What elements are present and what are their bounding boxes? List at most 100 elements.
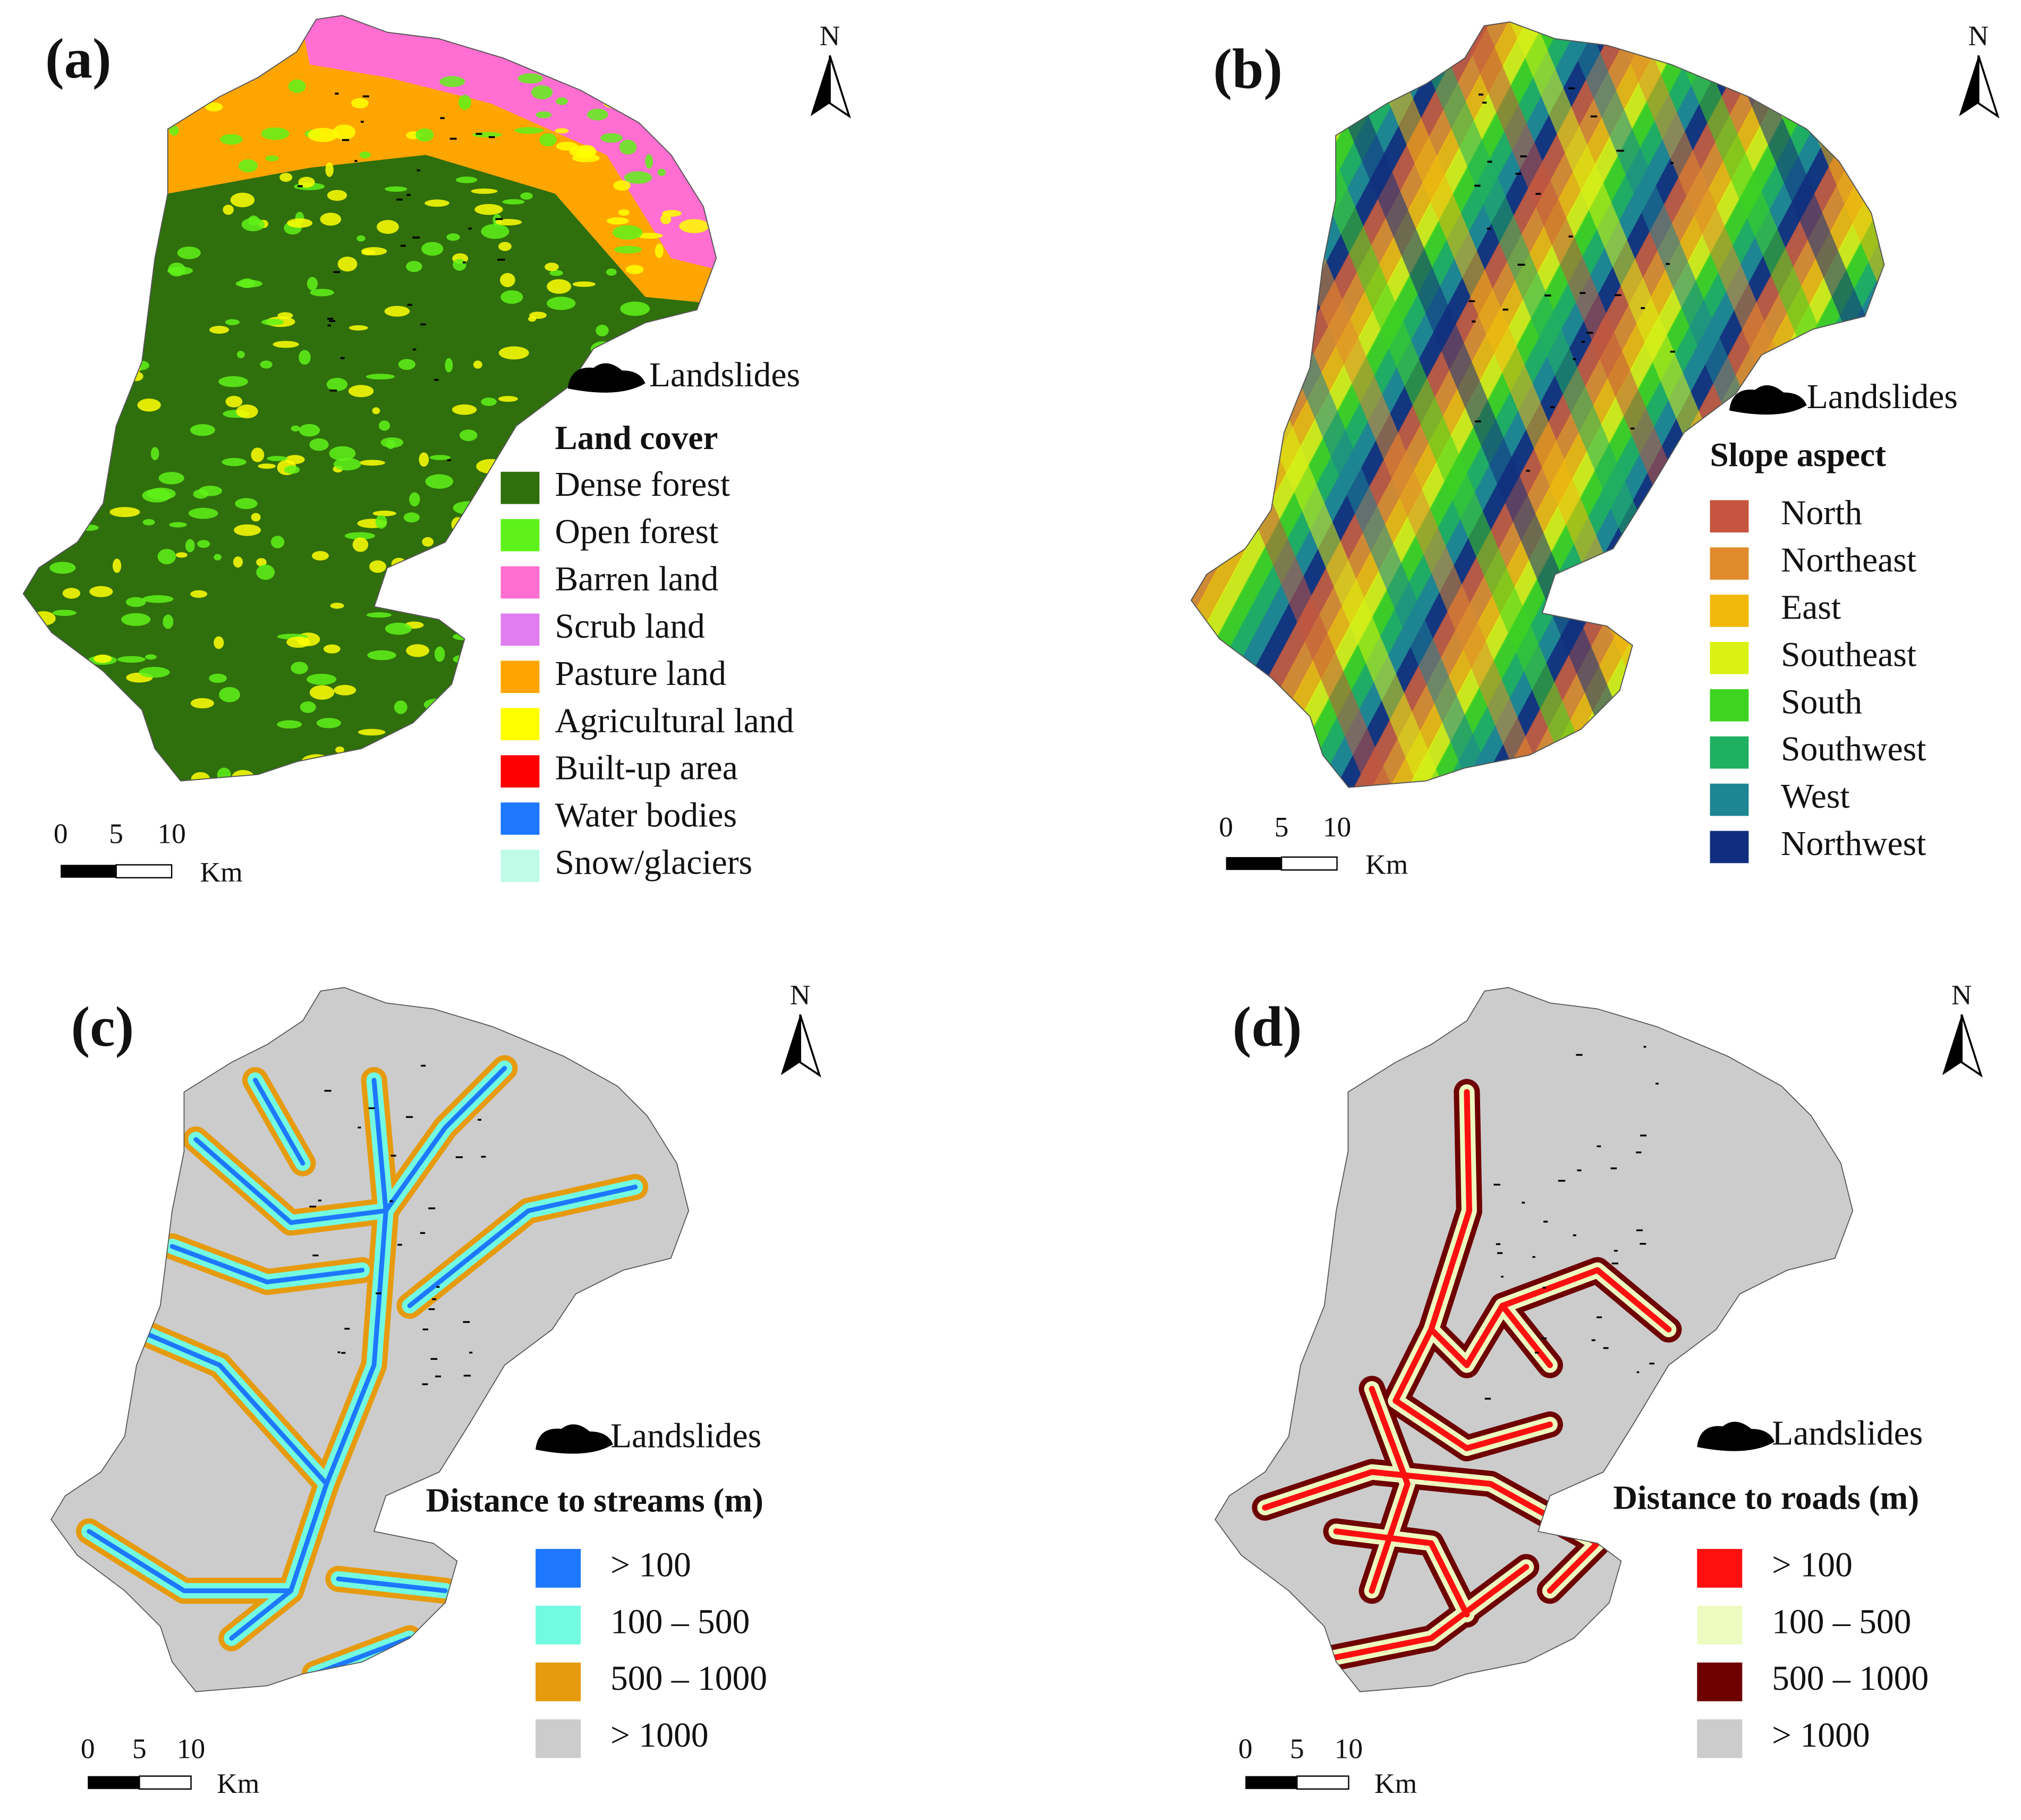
land-patch	[42, 130, 51, 141]
landslide-mark	[1515, 173, 1522, 175]
landslide-mark	[417, 169, 420, 172]
legend-swatch	[1697, 1548, 1743, 1588]
north-arrow: N	[780, 979, 821, 1078]
land-patch	[277, 720, 302, 729]
land-patch	[351, 98, 369, 108]
land-patch	[320, 213, 342, 226]
legend-swatch	[500, 708, 540, 741]
landslide-mark	[1597, 1145, 1601, 1147]
land-patch	[356, 235, 366, 242]
scale-bar-white	[139, 1775, 192, 1790]
land-patch	[352, 778, 370, 781]
land-patch	[406, 644, 430, 657]
legend-swatch	[1697, 1719, 1743, 1758]
land-patch	[113, 558, 122, 573]
road-buffer	[1392, 1326, 1553, 1452]
land-patch	[214, 636, 224, 649]
land-patch	[453, 633, 474, 640]
land-patch	[121, 348, 136, 355]
land-patch	[175, 552, 188, 558]
legend-swatch	[500, 519, 540, 552]
north-label: N	[1951, 979, 1972, 1011]
landslide-mark	[462, 261, 466, 264]
land-patch	[596, 410, 607, 419]
land-patch	[372, 407, 380, 414]
land-patch	[109, 507, 140, 518]
stream-buffer	[383, 1065, 507, 1213]
land-patch	[23, 501, 41, 515]
landslide-mark	[1630, 427, 1635, 430]
landslide-mark	[1502, 308, 1508, 311]
land-patch	[329, 446, 356, 461]
land-patch	[45, 201, 69, 215]
north-arrow-left	[1959, 55, 1978, 116]
landslide-mark	[1497, 1252, 1503, 1254]
land-patch	[372, 510, 396, 517]
land-patch	[349, 325, 368, 331]
land-patch	[291, 662, 308, 674]
legend-swatch	[536, 1719, 581, 1758]
land-patch	[150, 447, 159, 461]
land-patch	[81, 100, 105, 111]
land-patch	[366, 612, 392, 618]
land-patch	[39, 234, 65, 249]
landslide-mark	[368, 1107, 375, 1110]
land-patch	[323, 644, 341, 654]
land-patch	[439, 76, 465, 87]
north-label: N	[1968, 20, 1989, 52]
legend-label: Scrub land	[555, 607, 705, 646]
north-arrow-right	[799, 1014, 821, 1078]
legend-swatch	[1710, 500, 1749, 532]
scale-unit: Km	[1365, 849, 1408, 881]
land-patch	[177, 246, 201, 259]
landslide-mark	[1666, 263, 1670, 265]
land-patch	[23, 510, 40, 521]
landslide-mark	[376, 1292, 381, 1294]
land-patch	[326, 378, 348, 391]
land-patch	[164, 109, 174, 124]
land-patch	[218, 376, 248, 387]
land-patch	[453, 258, 466, 271]
land-patch	[476, 459, 505, 474]
land-patch	[458, 95, 471, 110]
north-arrow-right	[829, 55, 851, 119]
land-patch	[190, 424, 215, 436]
land-patch	[23, 78, 34, 86]
land-patch	[158, 472, 184, 485]
legend-label: Open forest	[555, 513, 719, 551]
north-arrow: N	[810, 20, 851, 119]
land-patch	[618, 209, 630, 216]
scale-bar-black	[88, 1776, 140, 1789]
panel: (d) N Landslides Distance to roads (m) > 100…	[1215, 979, 1983, 1799]
stream-buffer	[336, 1576, 448, 1594]
landslide-mark	[1636, 1371, 1640, 1373]
land-patch	[693, 135, 711, 148]
land-patch	[241, 217, 265, 232]
land-patch	[344, 532, 376, 540]
land-patch	[377, 219, 399, 234]
landslide-mark	[463, 1321, 470, 1323]
stream-buffer	[253, 1078, 305, 1166]
land-patch	[223, 205, 234, 215]
landslide-mark	[329, 320, 336, 322]
landslide-mark	[1581, 341, 1585, 343]
legend-label: North	[1781, 494, 1862, 532]
land-patch	[455, 729, 485, 736]
landslide-mark	[406, 194, 411, 196]
land-patch	[190, 590, 208, 598]
land-patch	[52, 610, 77, 616]
land-patch	[369, 560, 386, 573]
land-patch	[441, 693, 461, 703]
legend-label: 100 – 500	[610, 1603, 750, 1641]
landslide-mark	[1550, 406, 1555, 409]
landslide-mark	[1484, 1398, 1491, 1400]
landslide-mark	[298, 185, 303, 188]
landslide-mark	[1655, 1082, 1659, 1085]
landslide-mark	[1535, 1351, 1539, 1354]
panel-label: (d)	[1233, 996, 1302, 1059]
land-patch	[310, 289, 334, 297]
land-patch	[36, 196, 62, 204]
land-patch	[500, 290, 523, 304]
land-patch	[66, 295, 85, 303]
land-patch	[279, 173, 293, 182]
